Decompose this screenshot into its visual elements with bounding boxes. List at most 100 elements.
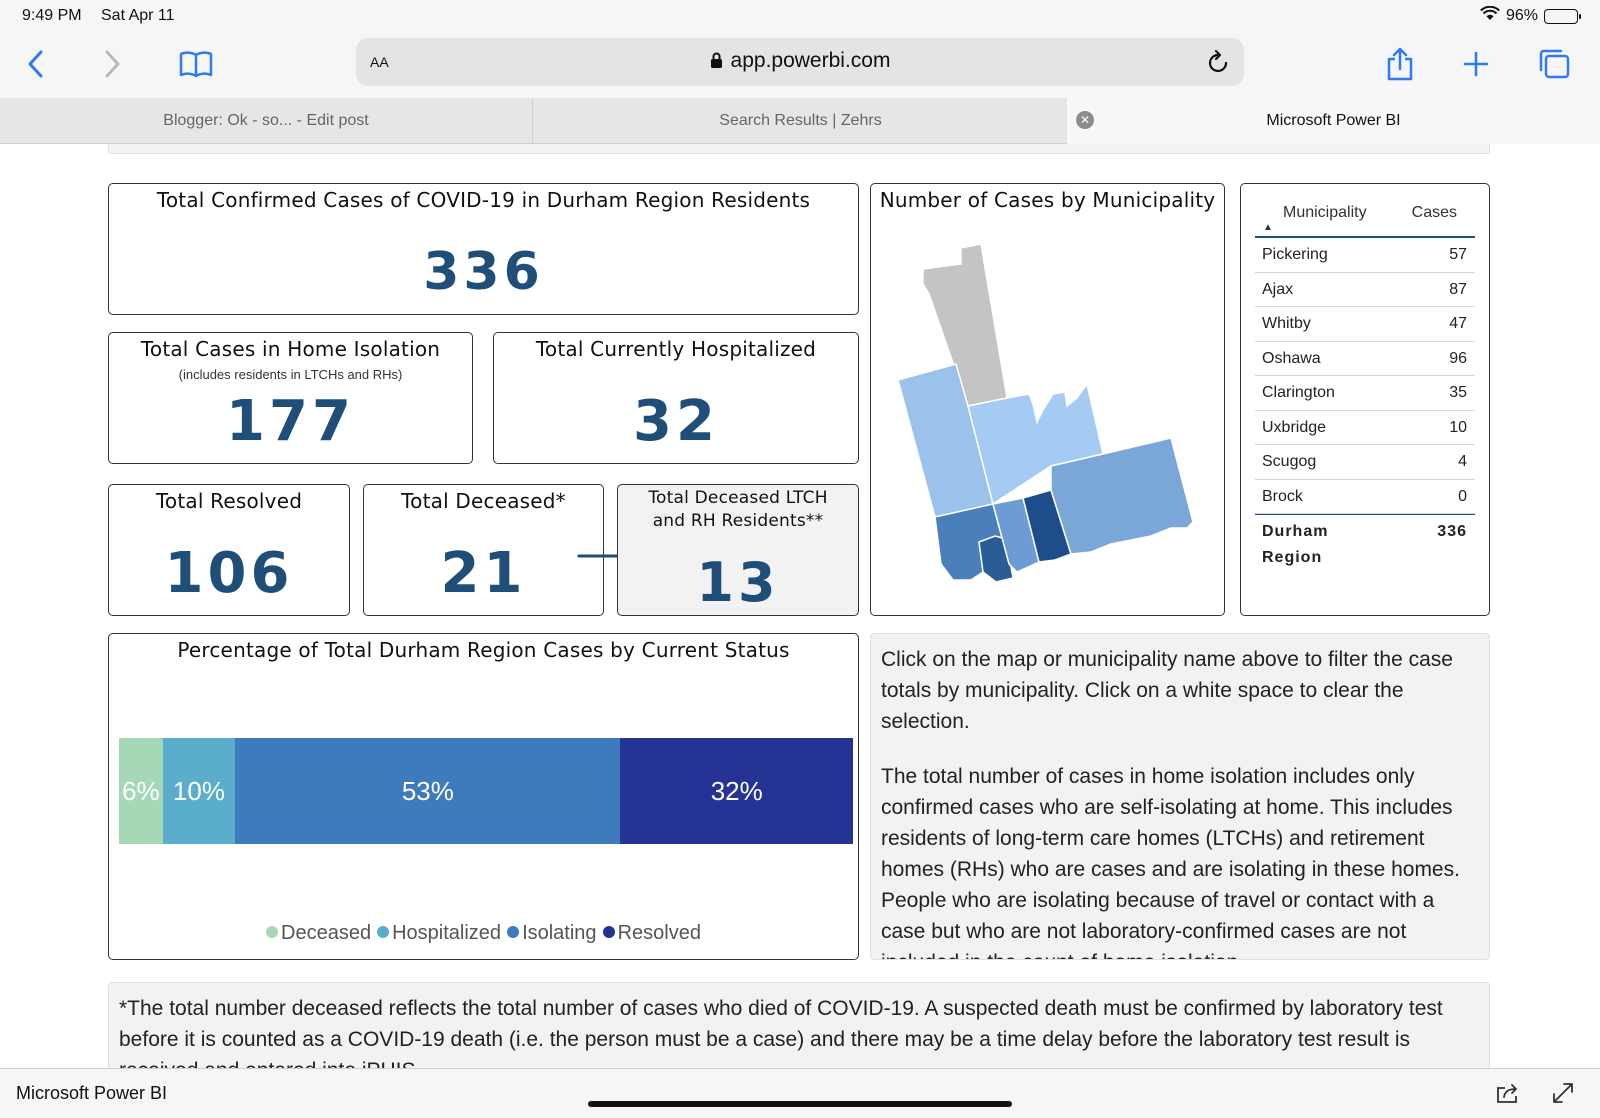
- data-label: 32%: [710, 775, 763, 806]
- resolved-value: 106: [164, 541, 294, 606]
- card-title: Number of Cases by Municipality: [879, 188, 1216, 212]
- legend-item[interactable]: Deceased: [266, 922, 371, 945]
- share-icon[interactable]: [1496, 1082, 1520, 1109]
- table-row[interactable]: Scugog 4: [1255, 445, 1475, 480]
- url-domain: app.powerbi.com: [730, 49, 891, 72]
- share-button[interactable]: [1378, 42, 1422, 86]
- browser-toolbar: AA app.powerbi.com: [0, 32, 1600, 98]
- hospitalized-card[interactable]: Total Currently Hospitalized 32: [493, 332, 859, 464]
- data-label: 6%: [122, 775, 160, 806]
- total-confirmed-card[interactable]: Total Confirmed Cases of COVID-19 in Dur…: [108, 183, 859, 315]
- tab-zehrs[interactable]: Search Results | Zehrs: [719, 112, 882, 129]
- new-tab-button[interactable]: [1454, 42, 1498, 86]
- data-label: 53%: [401, 775, 454, 806]
- battery-icon: [1544, 8, 1581, 24]
- bar-segment-isolating[interactable]: 53%: [235, 738, 621, 844]
- table-row[interactable]: Ajax 87: [1255, 273, 1475, 307]
- close-tab-icon[interactable]: ✕: [1076, 111, 1094, 129]
- legend-label: Isolating: [522, 922, 597, 944]
- card-title: Total Resolved: [155, 489, 303, 513]
- table-row[interactable]: Oshawa 96: [1255, 342, 1475, 376]
- status-date: Sat Apr 11: [101, 7, 175, 24]
- battery-percent: 96%: [1505, 7, 1538, 24]
- municipality-map-card: Number of Cases by Municipality: [870, 183, 1225, 616]
- municipality-table: ▲ Municipality Cases Pickering 57 Ajax 87 …: [1240, 183, 1490, 616]
- map-region-oshawa: [1022, 489, 1072, 563]
- chart-legend: Deceased Hospitalized Isolating Resolved: [109, 922, 858, 945]
- tab-power-bi[interactable]: ✕ Microsoft Power BI: [1067, 98, 1600, 144]
- share-icon: [1387, 47, 1413, 81]
- durham-map[interactable]: [871, 184, 1226, 617]
- tabs-icon: [1539, 49, 1570, 79]
- back-button[interactable]: [14, 42, 58, 86]
- bar-segment-hospitalized[interactable]: 10%: [162, 738, 236, 844]
- address-bar[interactable]: AA app.powerbi.com: [356, 38, 1244, 86]
- status-right: 96%: [1480, 5, 1581, 26]
- table-row[interactable]: Brock 0: [1255, 480, 1475, 514]
- reader-view-button[interactable]: AA: [370, 54, 389, 70]
- info-paragraph: Click on the map or municipality name ab…: [881, 648, 1453, 733]
- home-indicator[interactable]: [588, 1101, 1012, 1107]
- hospitalized-value: 32: [633, 389, 719, 454]
- legend-dot: [266, 926, 279, 938]
- card-subtitle: (includes residents in LTCHs and RHs): [178, 367, 403, 382]
- footnote-text: *The total number deceased reflects the …: [119, 997, 1443, 1068]
- table-row[interactable]: Whitby 47: [1255, 307, 1475, 342]
- sort-ascending-icon[interactable]: ▲: [1263, 222, 1273, 233]
- book-icon: [179, 51, 213, 78]
- deceased-value: 21: [440, 541, 527, 606]
- total-confirmed-value: 336: [423, 242, 544, 302]
- legend-label: Deceased: [281, 922, 372, 944]
- table-row[interactable]: Uxbridge 10: [1255, 411, 1475, 445]
- column-header-municipality[interactable]: Municipality: [1283, 204, 1367, 221]
- legend-label: Hospitalized: [392, 922, 502, 944]
- clipped-header-panel: [108, 144, 1490, 154]
- tabs-overview-button[interactable]: [1532, 42, 1576, 86]
- power-bi-report: Total Confirmed Cases of COVID-19 in Dur…: [0, 144, 1600, 1068]
- home-isolation-card[interactable]: Total Cases in Home Isolation (includes …: [108, 332, 473, 464]
- data-label: 10%: [172, 775, 225, 806]
- legend-item[interactable]: Hospitalized: [377, 922, 501, 945]
- status-chart-card: Percentage of Total Durham Region Cases …: [108, 633, 859, 960]
- legend-label: Resolved: [617, 922, 701, 944]
- chevron-left-icon: [28, 50, 43, 78]
- map-region-clarington: [1050, 437, 1194, 555]
- status-bar: 9:49 PM Sat Apr 11 96%: [0, 0, 1600, 32]
- deceased-card[interactable]: Total Deceased* 21: [363, 484, 604, 616]
- stacked-bar[interactable]: 6% 10% 53% 32%: [119, 738, 853, 844]
- fullscreen-icon[interactable]: [1552, 1082, 1574, 1109]
- table-header: ▲ Municipality Cases: [1255, 200, 1475, 238]
- bar-segment-deceased[interactable]: 6%: [119, 738, 163, 844]
- legend-dot: [377, 926, 390, 938]
- tab-blogger[interactable]: Blogger: Ok - so... - Edit post: [0, 98, 533, 143]
- card-title: Total Confirmed Cases of COVID-19 in Dur…: [156, 188, 811, 212]
- legend-item[interactable]: Isolating: [507, 922, 597, 945]
- legend-item[interactable]: Resolved: [602, 922, 701, 945]
- chevron-right-icon: [105, 50, 120, 78]
- wifi-icon: [1480, 5, 1500, 26]
- column-header-cases[interactable]: Cases: [1411, 204, 1457, 221]
- card-title: Total Deceased*: [401, 489, 566, 513]
- browser-tabs: Blogger: Ok - so... - Edit post Search R…: [0, 98, 1600, 144]
- table-row[interactable]: Clarington 35: [1255, 376, 1475, 411]
- footnote-panel: *The total number deceased reflects the …: [108, 982, 1490, 1068]
- card-title: Total Cases in Home Isolation: [140, 337, 441, 361]
- info-text-panel: Click on the map or municipality name ab…: [870, 633, 1490, 960]
- info-paragraph: The total number of cases in home isolat…: [881, 765, 1460, 959]
- bookmarks-button[interactable]: [174, 42, 218, 86]
- resolved-card[interactable]: Total Resolved 106: [108, 484, 350, 616]
- home-isolation-value: 177: [226, 389, 355, 454]
- card-title: Total Currently Hospitalized: [535, 337, 817, 361]
- forward-button[interactable]: [90, 42, 134, 86]
- plus-icon: [1463, 51, 1489, 77]
- bar-segment-resolved[interactable]: 32%: [620, 738, 853, 844]
- url-display[interactable]: app.powerbi.com: [356, 49, 1244, 75]
- deceased-ltch-value: 13: [696, 551, 780, 614]
- lock-icon: [710, 51, 723, 75]
- reload-icon[interactable]: [1206, 49, 1230, 80]
- card-title: Total Deceased LTCH and RH Residents**: [648, 488, 828, 531]
- table-body: ▲ Municipality Cases Pickering 57 Ajax 87 …: [1255, 200, 1475, 574]
- table-total-row: Durham Region 336: [1255, 514, 1475, 574]
- deceased-ltch-card[interactable]: Total Deceased LTCH and RH Residents** 1…: [617, 484, 859, 616]
- table-row[interactable]: Pickering 57: [1255, 238, 1475, 273]
